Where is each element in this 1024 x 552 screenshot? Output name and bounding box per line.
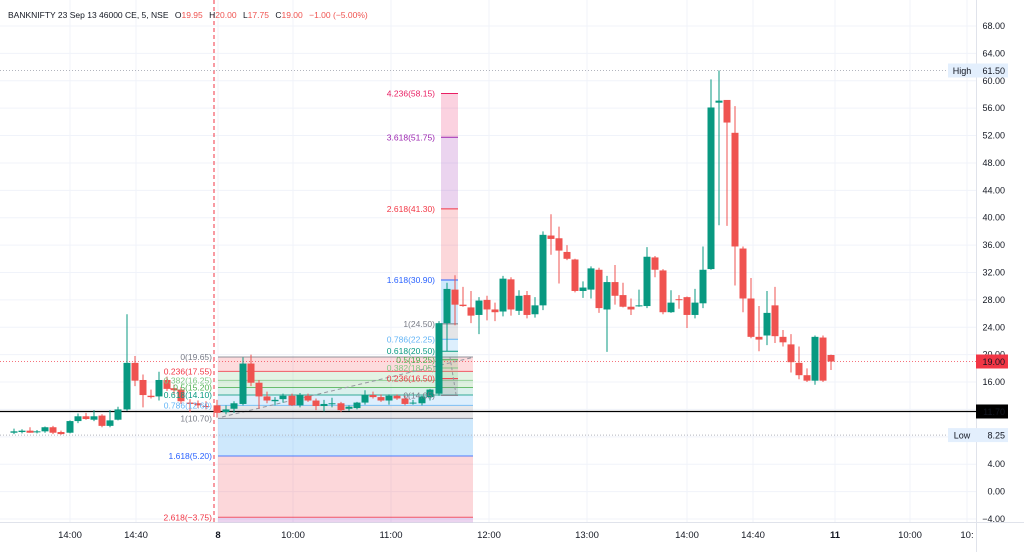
svg-text:11.70: 11.70 [983, 407, 1005, 417]
svg-text:56.00: 56.00 [982, 103, 1005, 113]
svg-text:0.5(15.20): 0.5(15.20) [173, 383, 212, 393]
svg-text:Low: Low [954, 431, 971, 441]
fib-labels: 0(19.65) 0.236(17.55)0.382(16.25)0.5(15.2… [164, 88, 436, 522]
svg-text:61.50: 61.50 [982, 66, 1005, 76]
symbol-label: BANKNIFTY 23 Sep 13 46000 CE, 5, NSE [8, 10, 169, 20]
svg-text:24.00: 24.00 [982, 322, 1005, 332]
svg-text:64.00: 64.00 [982, 48, 1005, 58]
svg-text:16.00: 16.00 [982, 377, 1005, 387]
svg-text:68.00: 68.00 [982, 21, 1005, 31]
svg-text:0.236(16.50): 0.236(16.50) [387, 374, 435, 384]
candles [10, 70, 835, 435]
price-axis[interactable]: 68.00 64.00 60.00 56.00 52.00 48.00 44.00 40.00… [948, 21, 1008, 524]
svg-text:10:00: 10:00 [281, 530, 305, 541]
time-axis[interactable]: 14:00 14:40 8 10:00 11:00 12:00 13:00 14:00 14:4… [58, 530, 974, 541]
svg-text:32.00: 32.00 [982, 267, 1005, 277]
svg-text:8.25: 8.25 [987, 431, 1005, 441]
close-key: C [275, 10, 282, 20]
svg-text:14:40: 14:40 [124, 530, 148, 541]
svg-text:0.382(16.25): 0.382(16.25) [164, 375, 212, 385]
chart-legend: BANKNIFTY 23 Sep 13 46000 CE, 5, NSE O19… [8, 10, 368, 20]
svg-text:1.618(5.20): 1.618(5.20) [169, 451, 213, 461]
svg-text:0.382(18.05): 0.382(18.05) [387, 363, 435, 373]
svg-text:60.00: 60.00 [982, 76, 1005, 86]
svg-text:0.618(14.10): 0.618(14.10) [164, 390, 212, 400]
svg-text:10:: 10: [960, 530, 973, 541]
svg-text:1.618(30.90): 1.618(30.90) [387, 275, 435, 285]
close-value: 19.00 [281, 10, 303, 20]
svg-text:0(14.05): 0(14.05) [403, 390, 435, 400]
svg-text:−4.00: −4.00 [982, 514, 1005, 524]
svg-text:11: 11 [830, 530, 841, 541]
svg-text:44.00: 44.00 [982, 185, 1005, 195]
open-value: 19.95 [181, 10, 203, 20]
svg-text:14:00: 14:00 [675, 530, 699, 541]
svg-text:0(19.65): 0(19.65) [180, 352, 212, 362]
low-value: 17.75 [247, 10, 269, 20]
svg-text:4.236(58.15): 4.236(58.15) [387, 88, 435, 98]
svg-text:0.786(22.25): 0.786(22.25) [387, 334, 435, 344]
svg-text:0.618(20.50): 0.618(20.50) [387, 346, 435, 356]
svg-text:1(24.50): 1(24.50) [403, 319, 435, 329]
high-value: 20.00 [215, 10, 237, 20]
svg-text:2.618(41.30): 2.618(41.30) [387, 204, 435, 214]
svg-text:3.618(51.75): 3.618(51.75) [387, 132, 435, 142]
svg-text:10:00: 10:00 [898, 530, 922, 541]
svg-text:0.236(17.55): 0.236(17.55) [164, 366, 212, 376]
svg-text:2.618(−3.75): 2.618(−3.75) [164, 512, 213, 522]
svg-text:0.00: 0.00 [987, 487, 1005, 497]
svg-text:19.00: 19.00 [982, 357, 1005, 367]
svg-text:52.00: 52.00 [982, 131, 1005, 141]
low-key: L [242, 10, 248, 20]
svg-text:High: High [953, 66, 972, 76]
svg-text:48.00: 48.00 [982, 158, 1005, 168]
price-lines [0, 0, 976, 522]
svg-text:8: 8 [215, 530, 220, 541]
fib-extension-tools[interactable] [218, 92, 474, 523]
change-value: −1.00 (−5.00%) [309, 10, 368, 20]
svg-text:36.00: 36.00 [982, 240, 1005, 250]
high-key: H [209, 10, 216, 20]
svg-text:12:00: 12:00 [477, 530, 501, 541]
svg-text:1(10.70): 1(10.70) [180, 413, 212, 423]
svg-text:13:00: 13:00 [575, 530, 599, 541]
svg-text:0.5(19.25): 0.5(19.25) [396, 355, 435, 365]
svg-text:4.00: 4.00 [987, 459, 1005, 469]
svg-text:14:40: 14:40 [741, 530, 765, 541]
svg-text:28.00: 28.00 [982, 295, 1005, 305]
svg-text:40.00: 40.00 [982, 213, 1005, 223]
svg-text:0.786(12.60): 0.786(12.60) [164, 400, 212, 410]
open-key: O [174, 10, 182, 20]
svg-text:14:00: 14:00 [58, 530, 82, 541]
svg-text:11:00: 11:00 [379, 530, 402, 541]
